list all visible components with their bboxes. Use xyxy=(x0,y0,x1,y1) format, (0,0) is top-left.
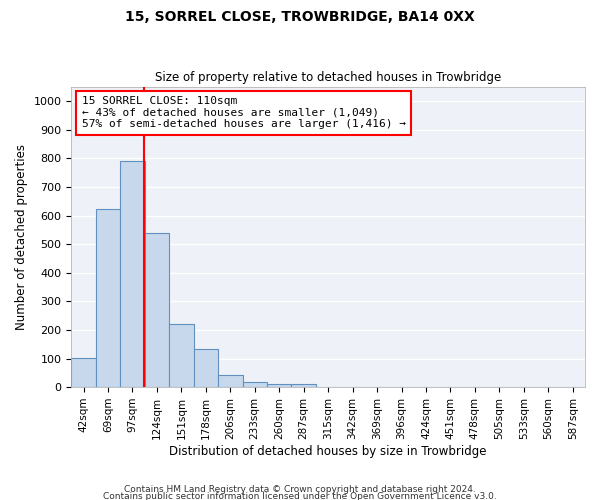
Bar xyxy=(71,358,96,387)
Bar xyxy=(96,208,120,387)
Bar xyxy=(292,384,316,387)
Bar xyxy=(242,382,267,387)
Title: Size of property relative to detached houses in Trowbridge: Size of property relative to detached ho… xyxy=(155,72,501,85)
Text: Contains public sector information licensed under the Open Government Licence v3: Contains public sector information licen… xyxy=(103,492,497,500)
Bar xyxy=(145,233,169,387)
X-axis label: Distribution of detached houses by size in Trowbridge: Distribution of detached houses by size … xyxy=(169,444,487,458)
Bar xyxy=(267,384,292,387)
Bar xyxy=(218,375,242,387)
Text: 15, SORREL CLOSE, TROWBRIDGE, BA14 0XX: 15, SORREL CLOSE, TROWBRIDGE, BA14 0XX xyxy=(125,10,475,24)
Y-axis label: Number of detached properties: Number of detached properties xyxy=(15,144,28,330)
Text: 15 SORREL CLOSE: 110sqm
← 43% of detached houses are smaller (1,049)
57% of semi: 15 SORREL CLOSE: 110sqm ← 43% of detache… xyxy=(82,96,406,130)
Bar xyxy=(194,348,218,387)
Bar xyxy=(169,324,194,387)
Text: Contains HM Land Registry data © Crown copyright and database right 2024.: Contains HM Land Registry data © Crown c… xyxy=(124,486,476,494)
Bar xyxy=(120,162,145,387)
